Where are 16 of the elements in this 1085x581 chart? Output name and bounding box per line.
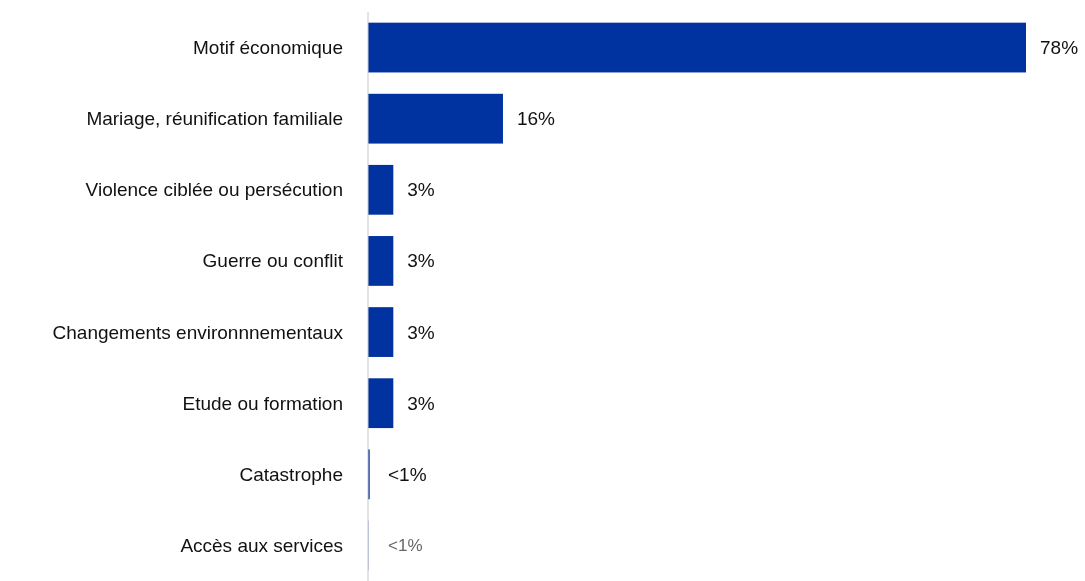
data-label: 16% — [516, 108, 556, 130]
y-tick-label: Motif économique — [193, 37, 343, 59]
data-label: 3% — [407, 321, 435, 343]
data-label: <1% — [388, 535, 423, 555]
y-tick-label: Mariage, réunification familiale — [86, 108, 343, 130]
y-tick-label: Accès aux services — [180, 534, 343, 556]
data-label: 3% — [407, 179, 435, 201]
data-label: 3% — [407, 392, 435, 414]
data-label: <1% — [388, 463, 427, 485]
y-tick-label: Violence ciblée ou persécution — [85, 179, 343, 201]
y-tick-label: Changements environnnementaux — [52, 321, 344, 343]
data-label: 78% — [1040, 37, 1079, 59]
y-tick-label: Guerre ou conflit — [202, 250, 344, 272]
y-tick-label: Catastrophe — [239, 463, 343, 485]
data-label: 3% — [407, 250, 435, 272]
y-tick-label: Etude ou formation — [182, 392, 343, 414]
